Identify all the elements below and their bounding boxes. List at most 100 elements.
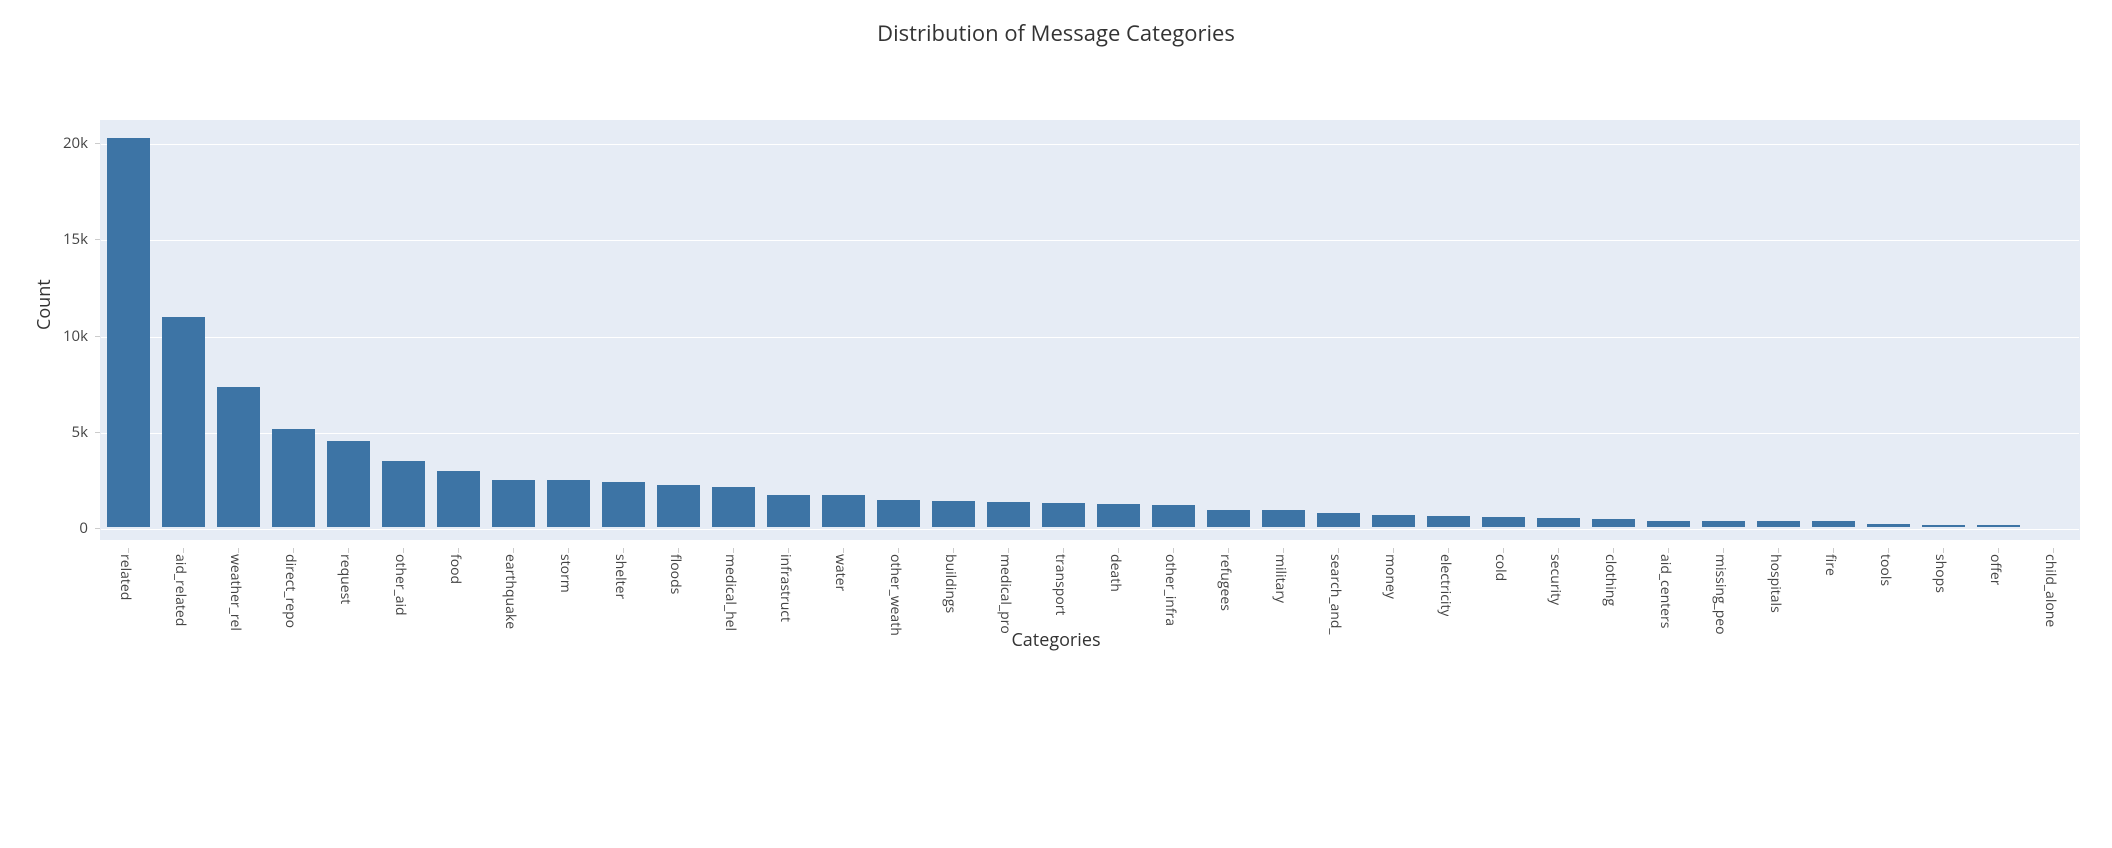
bar[interactable] bbox=[1427, 516, 1470, 528]
x-tick: money bbox=[1393, 548, 1394, 648]
x-tick-label: security bbox=[1546, 554, 1565, 605]
bar[interactable] bbox=[822, 495, 865, 528]
x-tick: electricity bbox=[1448, 548, 1449, 648]
x-tick-mark bbox=[1228, 548, 1229, 553]
bar[interactable] bbox=[1922, 525, 1965, 528]
bar[interactable] bbox=[1262, 510, 1305, 527]
bar[interactable] bbox=[1207, 510, 1250, 527]
x-tick-label: clothing bbox=[1601, 554, 1620, 606]
x-tick-label: electricity bbox=[1436, 554, 1455, 616]
x-tick: clothing bbox=[1613, 548, 1614, 648]
y-tick-mark bbox=[95, 143, 100, 144]
bar[interactable] bbox=[1977, 525, 2020, 528]
x-tick-label: buildings bbox=[941, 554, 960, 613]
x-tick-mark bbox=[183, 548, 184, 553]
x-tick-label: death bbox=[1106, 554, 1125, 592]
bar[interactable] bbox=[1372, 515, 1415, 528]
x-tick-mark bbox=[458, 548, 459, 553]
x-tick-mark bbox=[2053, 548, 2054, 553]
bar[interactable] bbox=[107, 138, 150, 527]
bar[interactable] bbox=[767, 495, 810, 528]
y-tick-mark bbox=[95, 432, 100, 433]
bar[interactable] bbox=[547, 480, 590, 527]
x-tick: fire bbox=[1833, 548, 1834, 648]
x-tick-mark bbox=[1778, 548, 1779, 553]
x-tick-mark bbox=[678, 548, 679, 553]
y-tick-label: 5k bbox=[72, 422, 88, 442]
bar[interactable] bbox=[1757, 521, 1800, 528]
y-gridline bbox=[101, 240, 2079, 241]
x-tick-label: storm bbox=[556, 554, 575, 593]
x-tick-label: water bbox=[831, 554, 850, 591]
bar[interactable] bbox=[1812, 521, 1855, 528]
x-tick-mark bbox=[1283, 548, 1284, 553]
bar[interactable] bbox=[272, 429, 315, 527]
x-tick-label: cold bbox=[1491, 554, 1510, 581]
x-tick: other_weath bbox=[898, 548, 899, 648]
x-tick: other_aid bbox=[403, 548, 404, 648]
chart-title: Distribution of Message Categories bbox=[0, 18, 2112, 48]
x-tick: storm bbox=[568, 548, 569, 648]
bar[interactable] bbox=[987, 502, 1030, 527]
x-tick-label: money bbox=[1381, 554, 1400, 599]
x-tick-mark bbox=[1558, 548, 1559, 553]
x-tick-mark bbox=[898, 548, 899, 553]
x-tick-label: weather_rel bbox=[226, 554, 245, 631]
bar[interactable] bbox=[492, 480, 535, 527]
x-tick-label: refugees bbox=[1216, 554, 1235, 611]
y-tick-label: 10k bbox=[63, 326, 88, 346]
x-tick-mark bbox=[733, 548, 734, 553]
bar[interactable] bbox=[1097, 504, 1140, 527]
x-tick: search_and_ bbox=[1338, 548, 1339, 648]
bar[interactable] bbox=[1867, 524, 1910, 528]
x-tick-mark bbox=[1338, 548, 1339, 553]
x-tick: weather_rel bbox=[238, 548, 239, 648]
bar[interactable] bbox=[1647, 521, 1690, 528]
plot-area bbox=[100, 120, 2080, 540]
bar[interactable] bbox=[1482, 517, 1525, 528]
bar[interactable] bbox=[1537, 518, 1580, 528]
bar[interactable] bbox=[217, 387, 260, 528]
x-tick-label: tools bbox=[1876, 554, 1895, 586]
x-tick-label: search_and_ bbox=[1326, 554, 1345, 635]
x-tick-mark bbox=[128, 548, 129, 553]
y-tick-mark bbox=[95, 239, 100, 240]
bar[interactable] bbox=[602, 482, 645, 527]
x-tick-mark bbox=[1668, 548, 1669, 553]
bar[interactable] bbox=[437, 471, 480, 528]
x-tick: food bbox=[458, 548, 459, 648]
x-tick-label: aid_centers bbox=[1656, 554, 1675, 628]
bar[interactable] bbox=[1702, 521, 1745, 528]
x-tick-label: child_alone bbox=[2041, 554, 2060, 627]
bar[interactable] bbox=[657, 485, 700, 527]
x-tick-label: other_infra bbox=[1161, 554, 1180, 626]
x-tick-label: offer bbox=[1986, 554, 2005, 585]
bar[interactable] bbox=[932, 501, 975, 527]
x-tick: aid_centers bbox=[1668, 548, 1669, 648]
x-tick-label: request bbox=[336, 554, 355, 604]
x-tick-mark bbox=[1063, 548, 1064, 553]
y-gridline bbox=[101, 144, 2079, 145]
x-tick-label: aid_related bbox=[171, 554, 190, 626]
bar[interactable] bbox=[877, 500, 920, 527]
x-tick: water bbox=[843, 548, 844, 648]
bar[interactable] bbox=[1152, 505, 1195, 527]
x-tick: military bbox=[1283, 548, 1284, 648]
x-tick: refugees bbox=[1228, 548, 1229, 648]
bar[interactable] bbox=[162, 317, 205, 527]
x-tick-label: missing_peo bbox=[1711, 554, 1730, 635]
x-tick: transport bbox=[1063, 548, 1064, 648]
y-tick-mark bbox=[95, 336, 100, 337]
bar[interactable] bbox=[327, 441, 370, 528]
bar[interactable] bbox=[382, 461, 425, 527]
x-tick: shelter bbox=[623, 548, 624, 648]
bar[interactable] bbox=[1317, 513, 1360, 527]
x-tick: offer bbox=[1998, 548, 1999, 648]
bar[interactable] bbox=[1042, 503, 1085, 527]
x-tick: buildings bbox=[953, 548, 954, 648]
bar[interactable] bbox=[712, 487, 755, 527]
y-tick-label: 15k bbox=[63, 229, 88, 249]
x-axis-title: Categories bbox=[0, 628, 2112, 652]
bar[interactable] bbox=[1592, 519, 1635, 528]
x-tick-label: shelter bbox=[611, 554, 630, 599]
